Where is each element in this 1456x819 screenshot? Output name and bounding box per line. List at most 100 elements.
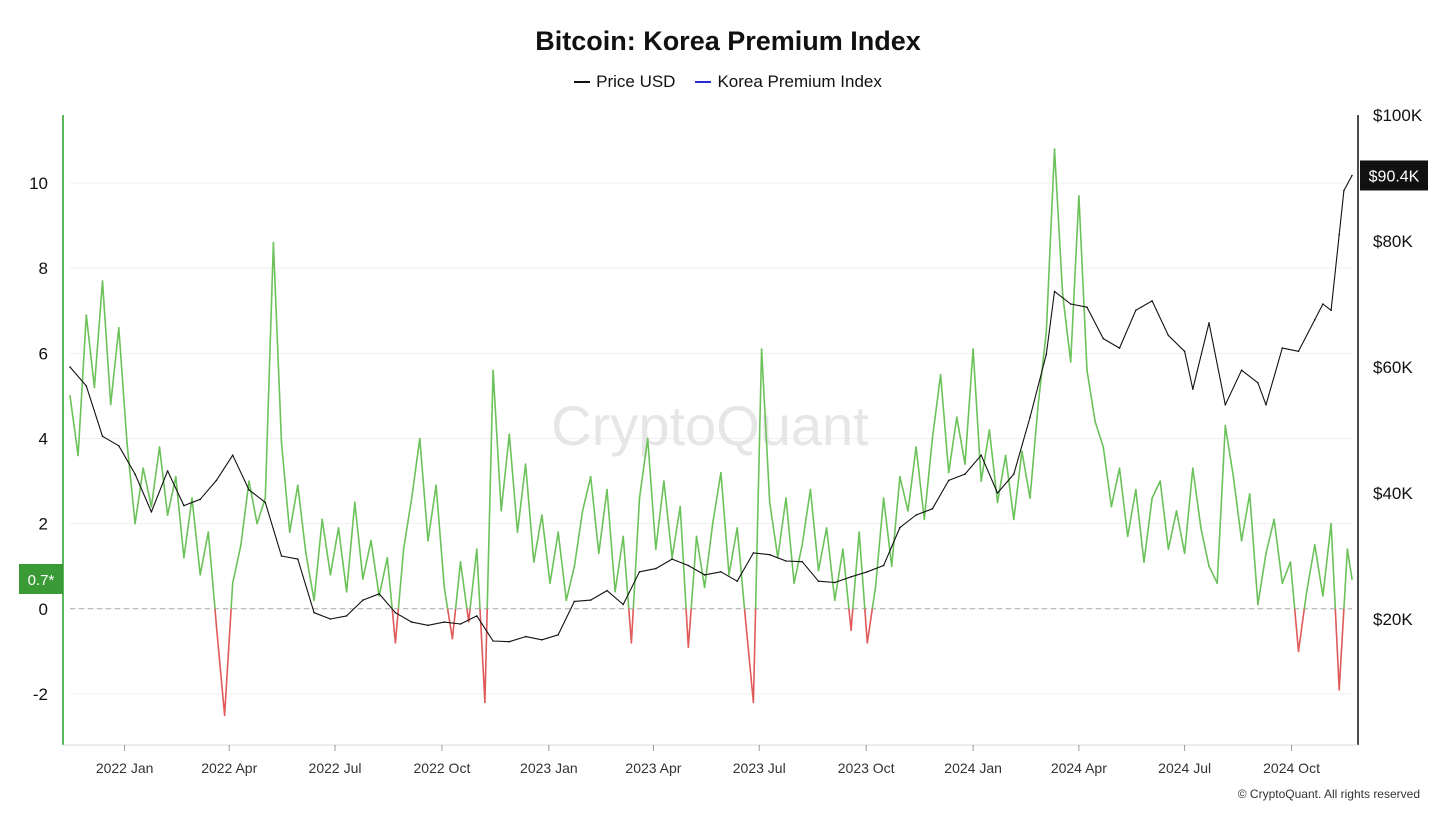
premium-point: [988, 429, 991, 431]
premium-last-label: 0.7*: [28, 572, 55, 589]
premium-point: [1191, 467, 1194, 470]
premium-point: [703, 586, 706, 589]
premium-point: [264, 497, 267, 499]
price-point: [118, 445, 120, 447]
premium-point: [1021, 450, 1023, 453]
premium-point: [833, 599, 836, 602]
price-point: [410, 621, 413, 623]
x-tick-label: 2023 Apr: [625, 760, 681, 776]
premium-point: [85, 314, 88, 316]
premium-point: [1248, 493, 1251, 495]
premium-point: [654, 548, 657, 551]
copyright-footer: © CryptoQuant. All rights reserved: [1237, 787, 1420, 801]
premium-point: [362, 578, 364, 580]
premium-point: [313, 599, 315, 602]
premium-point: [622, 535, 625, 538]
price-point: [1151, 300, 1153, 302]
price-point: [345, 615, 348, 617]
y-left-tick-label: 8: [39, 259, 48, 278]
x-tick-label: 2022 Jul: [309, 760, 362, 776]
premium-point: [899, 475, 901, 478]
price-last-label: $90.4K: [1369, 168, 1420, 185]
premium-point: [484, 701, 486, 704]
premium-point: [614, 590, 616, 593]
premium-point: [801, 544, 804, 546]
y-left-tick-label: 2: [39, 515, 48, 534]
premium-point: [1338, 688, 1341, 691]
premium-point: [93, 386, 96, 389]
price-point: [899, 526, 901, 529]
price-point: [1045, 353, 1048, 356]
value-badges: 0.7* $90.4K: [19, 160, 1428, 594]
premium-point: [378, 595, 381, 597]
price-point: [964, 473, 966, 475]
premium-point: [370, 539, 372, 542]
premium-point: [671, 556, 673, 559]
premium-point: [1175, 510, 1178, 512]
premium-point: [736, 527, 739, 529]
price-point: [1257, 382, 1259, 384]
y-left-tick-label: -2: [33, 685, 48, 704]
premium-point: [459, 561, 462, 563]
y-axis-right-ticks: $100K $80K $60K $40K $20K: [1373, 106, 1423, 629]
premium-point: [711, 522, 714, 525]
premium-point: [1167, 548, 1170, 551]
legend-item-premium[interactable]: Korea Premium Index: [695, 72, 882, 92]
premium-point: [597, 552, 600, 555]
premium-point: [1183, 552, 1186, 555]
premium-point: [1102, 446, 1105, 448]
price-point: [1192, 388, 1194, 390]
axes: [62, 115, 1359, 746]
premium-line-positive: [69, 149, 1353, 609]
y-left-tick-label: 0: [39, 600, 48, 619]
premium-point: [1289, 561, 1292, 563]
legend: Price USD Korea Premium Index: [0, 72, 1456, 92]
premium-point: [842, 548, 844, 551]
premium-point: [386, 556, 389, 559]
premium-point: [1240, 539, 1243, 542]
premium-point: [557, 531, 560, 534]
premium-point: [1305, 590, 1308, 593]
price-point: [720, 571, 722, 573]
price-point: [1330, 309, 1332, 312]
premium-point: [850, 629, 852, 631]
x-tick-label: 2023 Jul: [733, 760, 786, 776]
price-point: [508, 640, 511, 643]
premium-point: [134, 522, 137, 525]
premium-point: [1004, 454, 1007, 457]
premium-point: [695, 535, 698, 538]
price-point: [394, 611, 397, 614]
x-tick-label: 2024 Oct: [1263, 760, 1320, 776]
price-point: [736, 580, 738, 582]
premium-point: [931, 437, 934, 440]
price-point: [297, 558, 299, 560]
price-point: [1135, 309, 1137, 312]
premium-point: [77, 454, 79, 457]
premium-point: [793, 582, 795, 585]
price-point: [622, 603, 624, 606]
price-point: [606, 589, 608, 592]
legend-item-price[interactable]: Price USD: [574, 72, 675, 92]
price-point: [1167, 334, 1170, 337]
premium-point: [939, 373, 942, 376]
price-point: [1102, 337, 1105, 340]
price-point: [492, 640, 494, 642]
premium-point: [353, 501, 356, 504]
premium-point: [321, 518, 324, 521]
premium-point: [427, 539, 429, 542]
premium-point: [882, 497, 885, 499]
y-right-tick-label: $100K: [1373, 106, 1423, 125]
premium-point: [996, 501, 999, 504]
premium-point: [972, 348, 974, 350]
price-point: [866, 571, 869, 573]
premium-point: [256, 522, 258, 525]
price-point: [264, 501, 267, 504]
price-point: [1265, 404, 1267, 406]
premium-point: [1313, 544, 1316, 546]
premium-point: [1151, 497, 1153, 499]
x-axis-ticks: 2022 Jan 2022 Apr 2022 Jul 2022 Oct 2023 Jan…: [96, 745, 1320, 776]
y-left-tick-label: 10: [29, 174, 48, 193]
premium-point: [166, 514, 169, 516]
price-point: [459, 623, 462, 625]
premium-point: [1094, 420, 1096, 423]
